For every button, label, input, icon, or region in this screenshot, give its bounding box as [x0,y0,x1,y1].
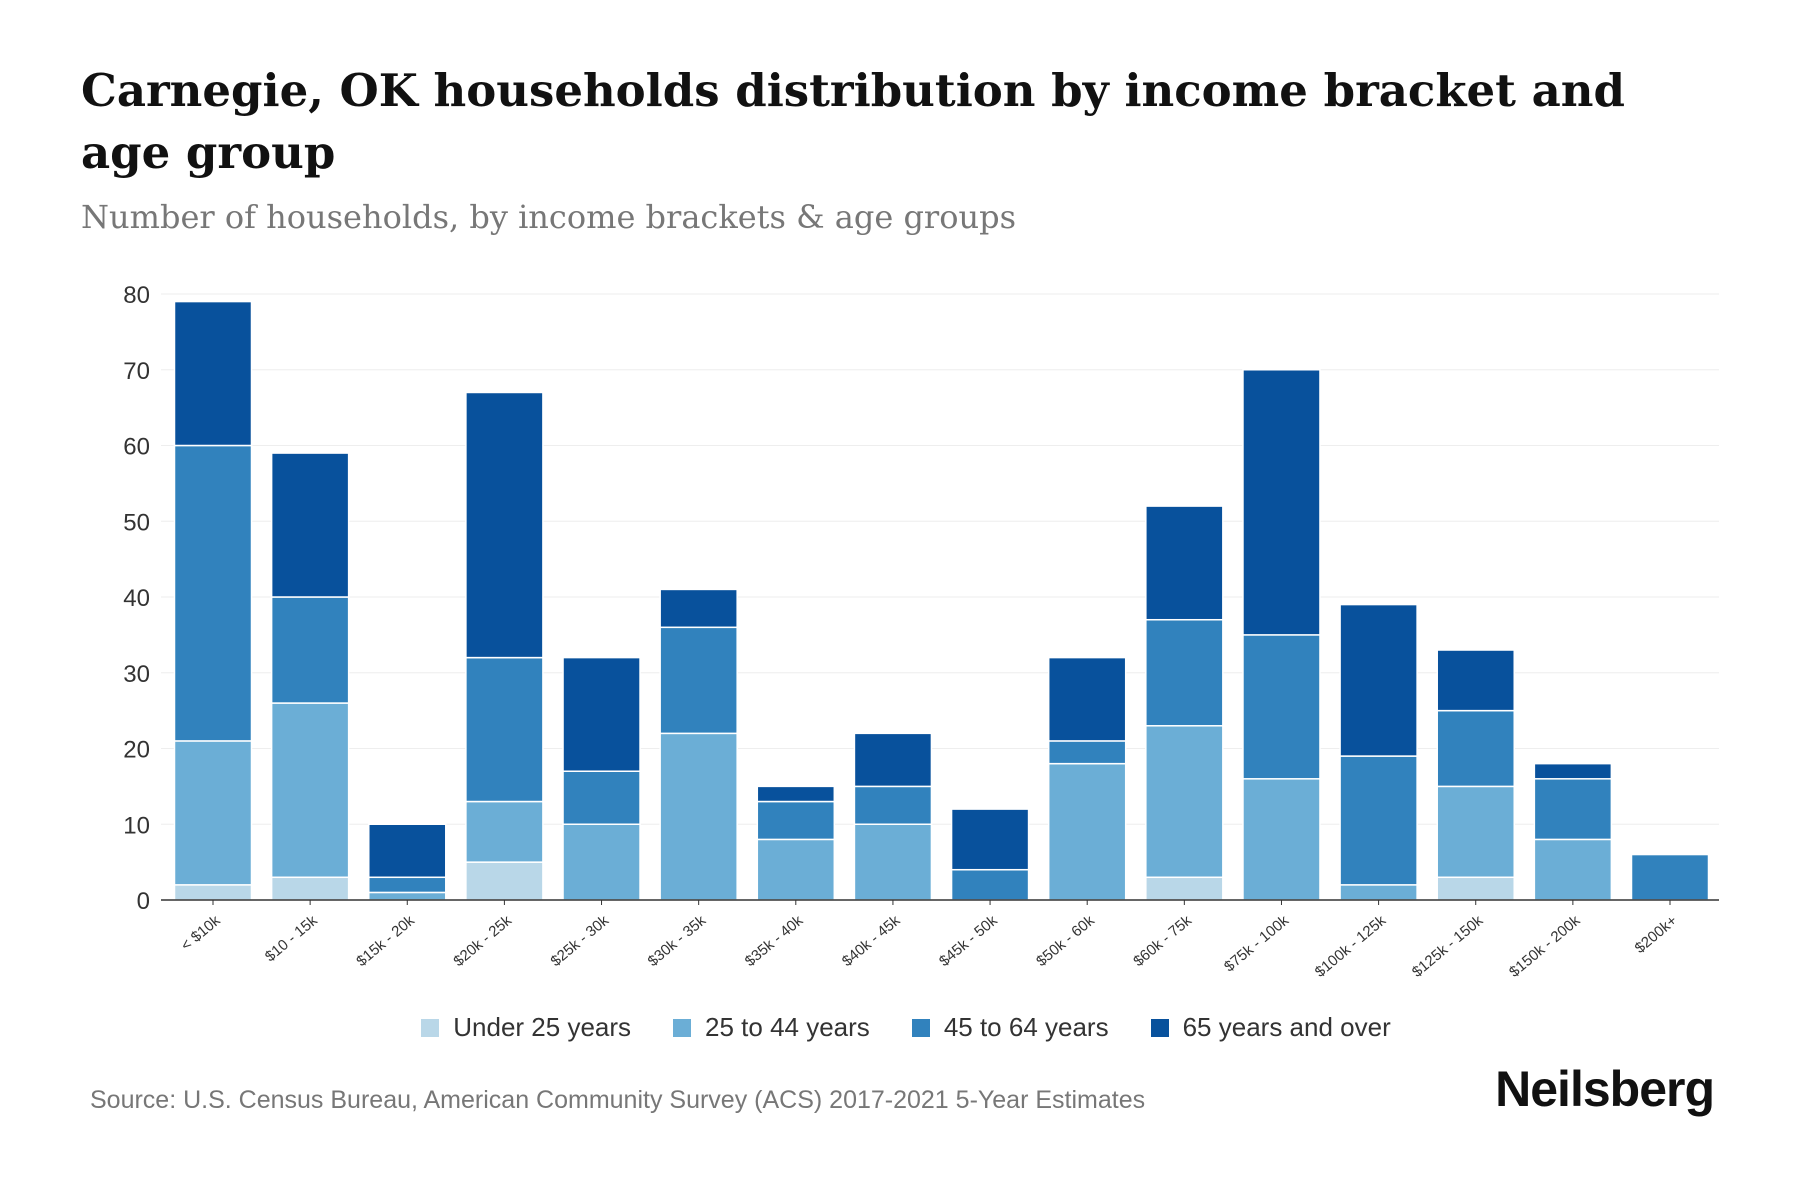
bar-segment [1533,838,1613,901]
bar-segment [1145,725,1224,879]
x-tick-label: $40k - 45k [839,912,904,970]
y-tick-label: 50 [123,509,150,536]
bar-segment [1242,634,1321,780]
legend-swatch [1150,1018,1169,1037]
legend-label: 25 to 44 years [705,1012,870,1042]
bar-segment [756,785,836,803]
y-tick-label: 70 [123,358,150,385]
bar-segment [270,876,350,901]
bar-segment [1339,603,1418,757]
chart-title: Carnegie, OK households distribution by … [81,64,1625,179]
y-tick-label: 80 [123,282,150,309]
bar-segment [950,808,1030,871]
legend-item: 45 to 64 years [911,1012,1109,1043]
bar-segment [562,823,641,901]
neilsberg-logo: Neilsberg [1495,1061,1715,1117]
bar-segment [1436,876,1515,901]
bar-segment [950,868,1030,901]
x-tick-label: $100k - 125k [1312,912,1390,981]
bar-segment [465,861,544,901]
bar-segment [1047,740,1127,765]
legend-swatch [911,1018,930,1037]
x-tick-label: $20k - 25k [450,912,515,970]
bar-segment [173,300,253,447]
bar-segment [756,800,836,841]
x-tick-label: $30k - 35k [645,912,710,970]
x-tick-label: $25k - 30k [548,912,613,970]
bar-segment [1145,505,1224,621]
bar-segment [1436,785,1515,879]
legend-label: 65 years and over [1182,1012,1391,1042]
bar-segment [1533,778,1613,841]
x-tick-label: $50k - 60k [1033,912,1098,970]
bar-segment [853,823,933,901]
bar-segment [659,732,738,901]
y-tick-label: 20 [123,737,150,764]
bar-segment [1145,876,1224,901]
bar-segment [270,452,350,598]
x-tick-label: $15k - 20k [353,912,418,970]
x-tick-label: $35k - 40k [742,912,807,970]
bar-segment [173,884,253,901]
x-tick-label: $150k - 200k [1506,912,1584,981]
bar-segment [270,596,350,704]
bar-segment [562,656,641,772]
bar-segment [659,588,738,629]
x-tick-label: $45k - 50k [936,912,1001,970]
bar-segment [1242,778,1321,901]
bar-segment [1242,369,1321,636]
bar-segment [173,444,253,742]
legend-label: 45 to 64 years [943,1012,1109,1042]
bar-segment [1145,618,1224,727]
y-tick-label: 30 [123,661,150,688]
y-tick-label: 0 [137,888,150,915]
legend-item: Under 25 years [421,1012,631,1043]
bar-segment [1339,755,1418,886]
bar-segment [465,800,544,863]
legend-label: Under 25 years [453,1012,632,1042]
x-tick-label: $75k - 100k [1221,912,1292,976]
bar-segment [1047,762,1127,901]
bar-segment [1436,709,1515,788]
bar-segment [756,838,836,901]
y-tick-label: 10 [123,812,150,839]
legend-swatch [673,1018,692,1037]
bar-segment [853,732,933,788]
y-tick-label: 60 [123,434,150,461]
bar-segment [1436,649,1515,712]
bar-segment [368,891,447,901]
legend-item: 25 to 44 years [673,1012,870,1043]
chart-subtitle: Number of households, by income brackets… [81,198,1016,236]
x-tick-label: $200k+ [1632,912,1681,957]
x-tick-label: $125k - 150k [1409,912,1487,981]
bar-segment [659,626,738,735]
bar-segment [1047,656,1127,742]
y-tick-label: 40 [123,585,150,612]
legend-swatch [421,1018,440,1037]
bar-segment [853,785,933,825]
bar-segment [1339,884,1418,901]
x-tick-label: $60k - 75k [1130,912,1195,970]
bar-segment [465,391,544,659]
x-tick-label: $10 - 15k [262,912,321,966]
source-note: Source: U.S. Census Bureau, American Com… [90,1086,1146,1114]
x-tick-label: < $10k [178,912,224,955]
bar-segment [1630,853,1710,901]
legend-item: 65 years and over [1150,1012,1391,1043]
bar-segment [368,823,447,879]
legend: Under 25 years 25 to 44 years 45 to 64 yea… [0,1012,1800,1043]
bar-segment [270,702,350,879]
bar-segment [562,770,641,825]
bar-segment [368,876,447,894]
bar-segment [1533,762,1613,780]
bar-segment [173,740,253,886]
bar-segment [465,656,544,803]
